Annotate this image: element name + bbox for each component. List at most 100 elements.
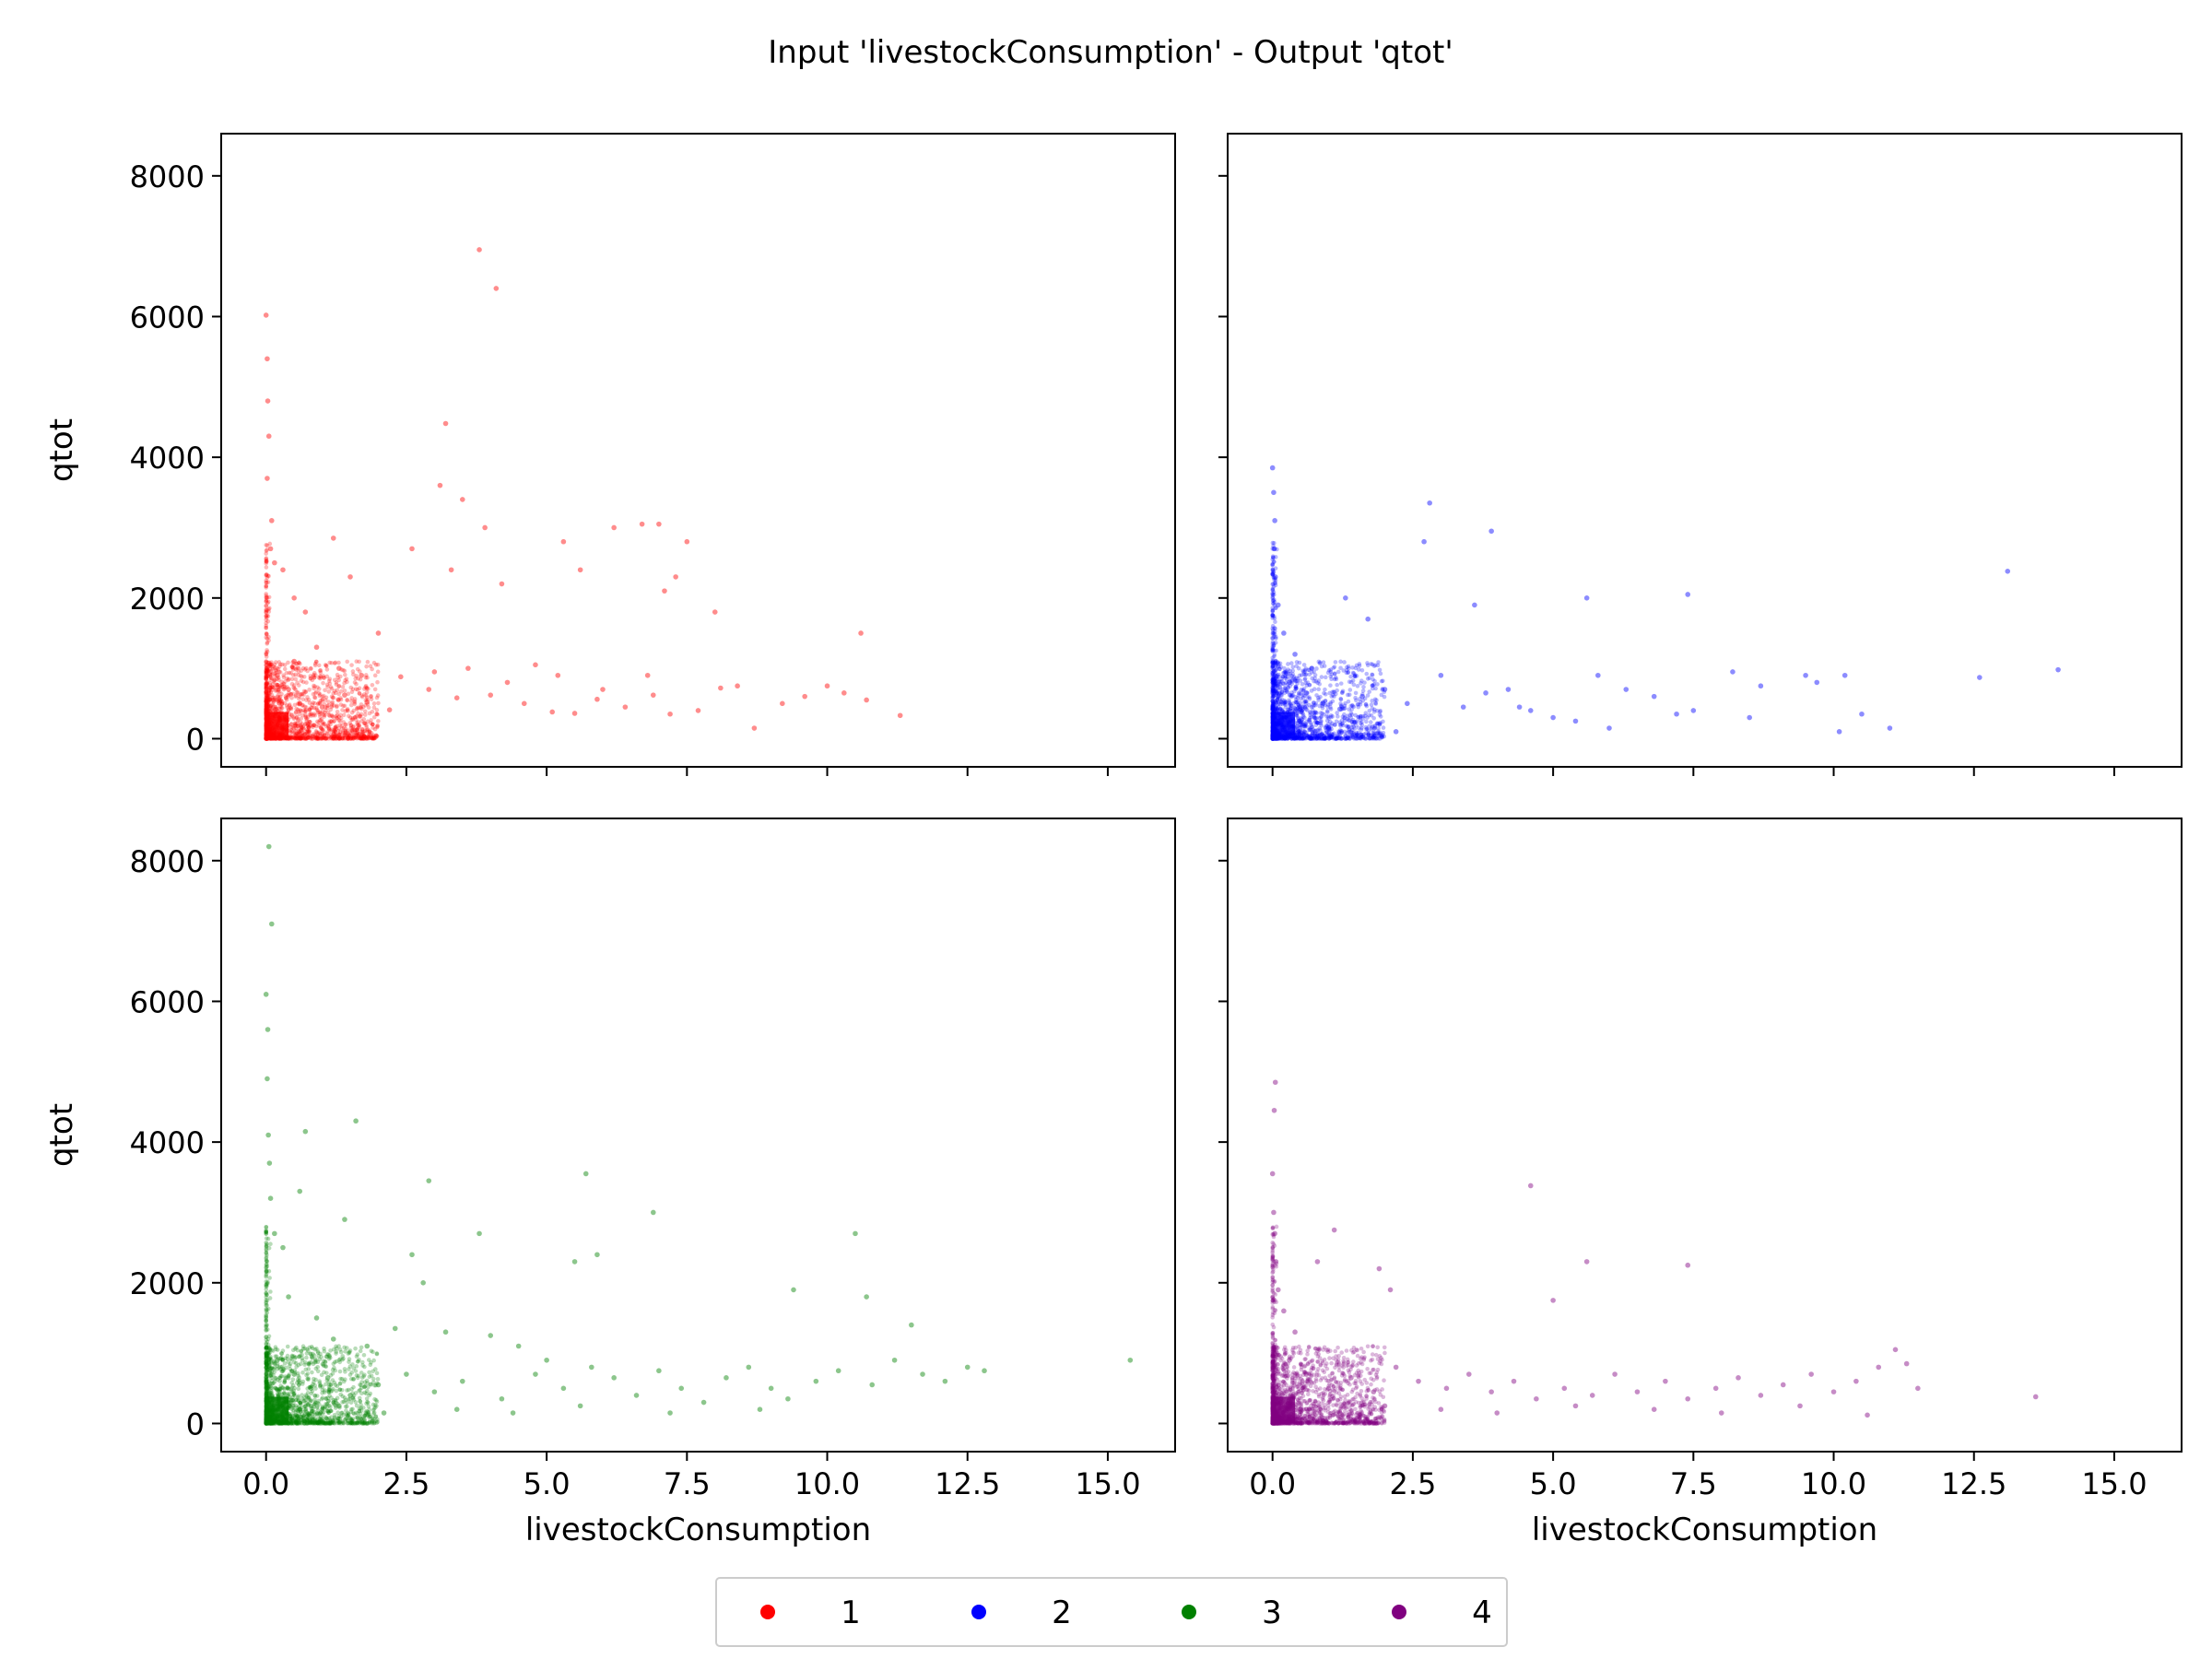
scatter-point xyxy=(300,724,304,730)
scatter-point xyxy=(264,573,269,578)
scatter-point xyxy=(1348,679,1354,685)
scatter-point xyxy=(330,695,335,700)
scatter-point xyxy=(300,724,306,729)
scatter-point xyxy=(288,714,293,720)
scatter-point xyxy=(324,695,329,700)
scatter-point xyxy=(328,707,334,712)
scatter-point xyxy=(363,721,368,726)
scatter-point xyxy=(288,722,294,726)
data-point xyxy=(1674,711,1679,717)
scatter-point xyxy=(338,702,344,707)
data-point xyxy=(499,581,505,587)
scatter-point xyxy=(277,670,283,675)
scatter-point xyxy=(309,705,313,710)
scatter-point xyxy=(264,583,269,589)
scatter-point xyxy=(289,677,295,682)
scatter-point xyxy=(361,736,367,741)
scatter-point xyxy=(343,672,347,677)
data-point xyxy=(336,665,342,671)
scatter-point xyxy=(345,697,349,702)
scatter-point xyxy=(309,736,313,741)
data-point xyxy=(364,699,371,705)
scatter-point xyxy=(265,690,269,696)
scatter-point xyxy=(264,690,269,695)
scatter-point xyxy=(329,694,335,700)
scatter-point xyxy=(336,691,342,697)
data-point xyxy=(611,524,617,531)
scatter-point xyxy=(300,691,304,697)
scatter-point xyxy=(326,678,332,684)
scatter-point xyxy=(332,661,337,665)
scatter-point xyxy=(1322,690,1326,696)
scatter-point xyxy=(331,736,335,741)
scatter-point xyxy=(1342,715,1347,721)
scatter-point xyxy=(291,1391,297,1396)
scatter-point xyxy=(304,718,310,724)
scatter-point xyxy=(1356,714,1361,720)
scatter-point xyxy=(304,726,310,732)
scatter-point xyxy=(267,541,273,547)
scatter-point xyxy=(365,1381,370,1386)
data-point xyxy=(1527,708,1534,713)
scatter-point xyxy=(1327,719,1333,724)
scatter-point xyxy=(1307,695,1312,700)
scatter-point xyxy=(300,675,304,679)
scatter-point xyxy=(329,712,335,718)
scatter-point xyxy=(1288,705,1293,711)
scatter-point xyxy=(292,702,298,708)
data-point xyxy=(712,609,718,615)
scatter-point xyxy=(354,1373,359,1378)
scatter-point xyxy=(327,727,332,732)
scatter-point xyxy=(1270,635,1276,641)
scatter-point xyxy=(1300,703,1306,709)
scatter-point xyxy=(315,708,321,713)
scatter-point xyxy=(285,1344,290,1349)
scatter-point xyxy=(287,690,291,696)
scatter-point xyxy=(1359,667,1365,673)
scatter-point xyxy=(1381,730,1386,735)
scatter-point xyxy=(278,705,284,711)
scatter-point xyxy=(317,700,323,705)
scatter-point xyxy=(1270,691,1276,696)
scatter-point xyxy=(319,1355,324,1359)
data-point xyxy=(504,679,511,686)
scatter-point xyxy=(1309,688,1314,693)
scatter-point xyxy=(1378,671,1383,677)
scatter-point xyxy=(319,735,324,741)
scatter-point xyxy=(342,734,347,738)
scatter-point xyxy=(335,732,341,737)
scatter-point xyxy=(364,689,370,695)
scatter-point xyxy=(353,676,359,681)
scatter-point xyxy=(264,603,269,608)
scatter-point xyxy=(317,718,323,723)
scatter-point xyxy=(332,719,336,724)
scatter-point xyxy=(271,700,276,705)
scatter-point xyxy=(294,731,300,736)
scatter-point xyxy=(297,1375,301,1380)
scatter-point xyxy=(1367,689,1372,694)
scatter-point xyxy=(304,698,309,702)
data-point xyxy=(1623,687,1630,692)
scatter-point xyxy=(317,693,323,699)
scatter-point xyxy=(1372,731,1378,736)
scatter-point xyxy=(314,736,319,741)
scatter-point xyxy=(1354,730,1359,735)
scatter-point xyxy=(336,697,341,702)
scatter-point xyxy=(323,712,327,717)
scatter-point xyxy=(347,733,351,738)
data-point xyxy=(313,644,320,651)
scatter-point xyxy=(303,714,308,719)
data-point xyxy=(1292,652,1298,657)
scatter-point xyxy=(371,1380,376,1385)
scatter-point xyxy=(315,710,321,715)
scatter-point xyxy=(1271,666,1277,671)
scatter-point xyxy=(315,736,321,741)
scatter-point xyxy=(264,688,269,694)
scatter-point xyxy=(1320,706,1325,711)
scatter-point xyxy=(300,730,306,735)
data-point xyxy=(409,546,415,552)
data-point xyxy=(437,482,443,488)
data-point xyxy=(577,567,583,573)
scatter-point xyxy=(349,663,354,667)
scatter-point xyxy=(299,735,304,740)
